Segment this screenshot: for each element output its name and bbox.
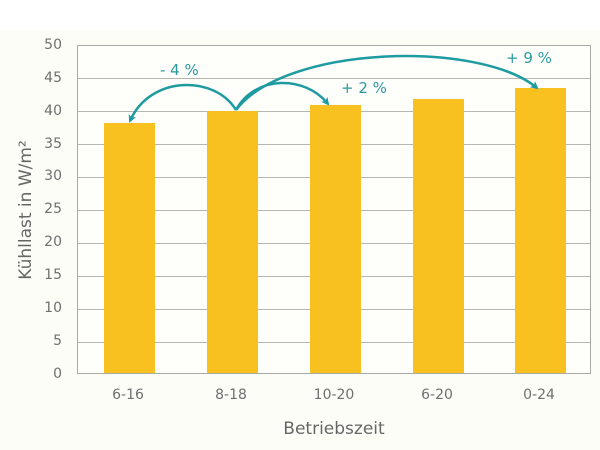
plot-area xyxy=(77,45,591,374)
bar-6-16 xyxy=(104,123,155,373)
y-tick-45: 45 xyxy=(44,70,62,86)
x-tick-10-20: 10-20 xyxy=(313,387,355,403)
y-tick-50: 50 xyxy=(44,37,62,53)
x-tick-6-20: 6-20 xyxy=(421,387,453,403)
x-tick-6-16: 6-16 xyxy=(112,387,144,403)
y-tick-10: 10 xyxy=(44,300,62,316)
y-tick-30: 30 xyxy=(44,168,62,184)
bar-10-20 xyxy=(310,105,361,373)
arrow-minus-4 xyxy=(128,83,238,123)
bar-8-18 xyxy=(207,111,258,373)
annotation-plus-9: + 9 % xyxy=(506,49,552,67)
x-axis-label: Betriebszeit xyxy=(283,419,385,439)
arrow-plus-2 xyxy=(234,81,330,111)
y-tick-20: 20 xyxy=(44,234,62,250)
y-tick-35: 35 xyxy=(44,136,62,152)
x-tick-8-18: 8-18 xyxy=(215,387,247,403)
y-tick-40: 40 xyxy=(44,103,62,119)
x-tick-0-24: 0-24 xyxy=(523,387,555,403)
bar-6-20 xyxy=(413,99,464,373)
annotation-minus-4: - 4 % xyxy=(160,61,199,79)
y-tick-0: 0 xyxy=(53,366,62,382)
y-tick-15: 15 xyxy=(44,267,62,283)
gridline-45 xyxy=(78,78,590,79)
arrow-plus-9 xyxy=(235,54,539,111)
annotation-plus-2: + 2 % xyxy=(341,79,387,97)
bar-0-24 xyxy=(515,88,566,373)
y-tick-25: 25 xyxy=(44,201,62,217)
y-tick-5: 5 xyxy=(53,333,62,349)
